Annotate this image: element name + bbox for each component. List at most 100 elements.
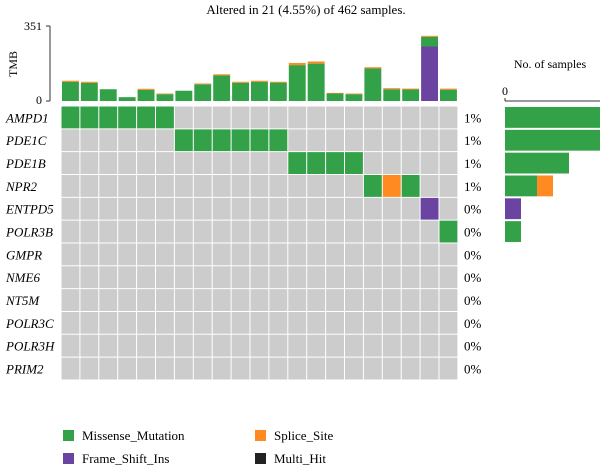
gene-label: ENTPD5 (5, 202, 54, 217)
legend-label: Multi_Hit (274, 451, 326, 466)
empty-cell (98, 311, 118, 335)
empty-cell (250, 334, 269, 358)
mutation-cell (231, 128, 250, 152)
empty-cell (155, 265, 175, 289)
tmb-bar-segment (99, 89, 117, 101)
tmb-bar-segment (269, 82, 287, 101)
empty-cell (79, 357, 99, 380)
empty-cell (306, 311, 326, 335)
empty-cell (79, 174, 99, 198)
empty-cell (117, 288, 137, 312)
tmb-bar-segment (326, 92, 344, 94)
empty-cell (212, 334, 232, 358)
gene-label: POLR3H (5, 339, 55, 354)
empty-cell (250, 197, 269, 221)
mutation-cell (344, 151, 364, 175)
samples-tick-zero: 0 (502, 84, 508, 98)
tmb-bar-segment (137, 88, 155, 90)
empty-cell (79, 334, 99, 358)
empty-cell (382, 106, 402, 129)
empty-cell (117, 128, 137, 152)
empty-cell (439, 151, 458, 175)
empty-cell (268, 357, 288, 380)
gene-percentage: 0% (464, 225, 482, 240)
gene-count-bar (505, 175, 537, 197)
tmb-bar-segment (213, 75, 231, 101)
mutation-cell (61, 106, 80, 129)
empty-cell (212, 220, 232, 243)
tmb-bar-segment (251, 80, 268, 82)
empty-cell (382, 357, 402, 380)
empty-cell (250, 220, 269, 243)
empty-cell (268, 311, 288, 335)
empty-cell (61, 128, 80, 152)
empty-cell (155, 174, 175, 198)
gene-label: POLR3C (5, 316, 54, 331)
samples-axis-label: No. of samples (514, 57, 587, 71)
empty-cell (193, 174, 213, 198)
empty-cell (344, 242, 364, 266)
empty-cell (174, 151, 194, 175)
mutation-cell (401, 174, 421, 198)
empty-cell (174, 242, 194, 266)
empty-cell (212, 174, 232, 198)
empty-cell (382, 128, 402, 152)
empty-cell (344, 357, 364, 380)
empty-cell (325, 311, 345, 335)
empty-cell (212, 265, 232, 289)
empty-cell (344, 106, 364, 129)
gene-label: PDE1C (5, 133, 47, 148)
empty-cell (363, 242, 383, 266)
empty-cell (401, 106, 421, 129)
empty-cell (325, 242, 345, 266)
empty-cell (325, 220, 345, 243)
gene-percentage: 1% (464, 156, 482, 171)
percentage-labels: 1% 1% 1% 1% 0% 0% 0% 0% 0% 0% 0% 0% (464, 110, 482, 376)
empty-cell (325, 265, 345, 289)
empty-cell (231, 311, 250, 335)
empty-cell (420, 242, 439, 266)
empty-cell (306, 174, 326, 198)
empty-cell (117, 220, 137, 243)
empty-cell (439, 265, 458, 289)
empty-cell (250, 106, 269, 129)
empty-cell (382, 220, 402, 243)
empty-cell (155, 334, 175, 358)
empty-cell (136, 197, 156, 221)
tmb-bar-segment (345, 94, 363, 101)
empty-cell (193, 311, 213, 335)
empty-cell (420, 265, 439, 289)
empty-cell (363, 357, 383, 380)
empty-cell (250, 288, 269, 312)
gene-count-bar (505, 198, 521, 220)
empty-cell (212, 242, 232, 266)
gene-percentage: 0% (464, 270, 482, 285)
empty-cell (287, 357, 307, 380)
gene-percentage: 1% (464, 133, 482, 148)
empty-cell (325, 357, 345, 380)
mutation-cell (79, 106, 99, 129)
empty-cell (98, 357, 118, 380)
tmb-bar-segment (156, 93, 174, 95)
empty-cell (61, 174, 80, 198)
empty-cell (268, 106, 288, 129)
gene-percentage: 1% (464, 110, 482, 125)
empty-cell (61, 220, 80, 243)
tmb-bar-segment (440, 88, 457, 90)
tmb-bar-segment (232, 81, 249, 83)
empty-cell (117, 311, 137, 335)
empty-cell (136, 128, 156, 152)
empty-cell (268, 265, 288, 289)
tmb-bar-segment (269, 81, 287, 83)
gene-count-bar (537, 175, 553, 197)
mutation-grid (60, 105, 459, 381)
empty-cell (420, 151, 439, 175)
tmb-bar-segment (326, 93, 344, 101)
empty-cell (287, 174, 307, 198)
empty-cell (420, 128, 439, 152)
empty-cell (287, 311, 307, 335)
empty-cell (344, 265, 364, 289)
tmb-bar-segment (213, 74, 231, 76)
empty-cell (174, 334, 194, 358)
empty-cell (363, 106, 383, 129)
